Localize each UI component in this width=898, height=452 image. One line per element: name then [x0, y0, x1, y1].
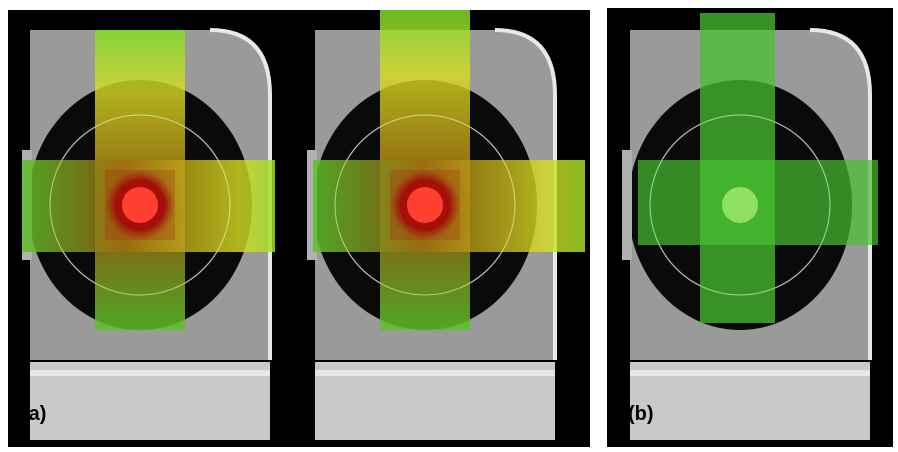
scan-a2	[307, 10, 585, 440]
panel-label: (a)	[22, 403, 46, 425]
panel-label: (b)	[628, 403, 654, 425]
scan-b	[622, 13, 878, 440]
figure: (a) (b)	[0, 0, 898, 452]
scan-a1	[22, 30, 275, 440]
